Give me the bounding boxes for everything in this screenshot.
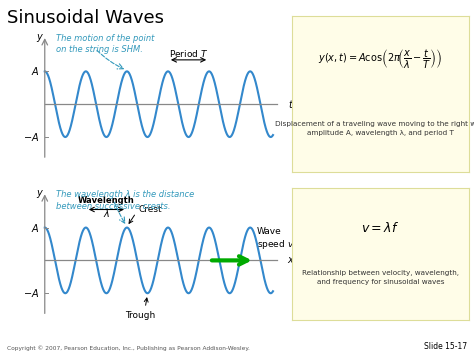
Text: y: y [36,32,42,42]
Text: Slide 15-17: Slide 15-17 [424,343,467,351]
Text: $\lambda$: $\lambda$ [103,207,110,219]
Text: $t$: $t$ [288,98,294,110]
Text: $x$: $x$ [287,255,295,266]
Text: y: y [36,188,42,198]
Text: Trough: Trough [126,311,156,320]
Text: Wavelength: Wavelength [78,196,135,205]
Text: $-A$: $-A$ [23,131,39,143]
Text: Sinusoidal Waves: Sinusoidal Waves [7,9,164,27]
Text: $-A$: $-A$ [23,287,39,299]
Text: Period $T$: Period $T$ [169,48,208,59]
Text: $A$: $A$ [30,222,39,234]
Text: The wavelength λ is the distance
between successive crests.: The wavelength λ is the distance between… [56,190,194,211]
Text: Crest: Crest [138,205,162,214]
Text: Displacement of a traveling wave moving to the right with
amplitude A, wavelengt: Displacement of a traveling wave moving … [275,121,474,136]
Text: $y(x,t) = A\cos\!\left(2\pi\!\left(\dfrac{x}{\lambda} - \dfrac{t}{T}\right)\righ: $y(x,t) = A\cos\!\left(2\pi\!\left(\dfra… [319,48,442,71]
Text: $A$: $A$ [30,65,39,77]
Text: Wave
speed $v$: Wave speed $v$ [257,227,294,251]
Text: Copyright © 2007, Pearson Education, Inc., Publishing as Pearson Addison-Wesley.: Copyright © 2007, Pearson Education, Inc… [7,346,250,351]
Text: The motion of the point
on the string is SHM.: The motion of the point on the string is… [56,34,155,54]
Text: Relationship between velocity, wavelength,
and frequency for sinusoidal waves: Relationship between velocity, wavelengt… [302,270,459,285]
Text: $v = \lambda f$: $v = \lambda f$ [361,220,400,235]
